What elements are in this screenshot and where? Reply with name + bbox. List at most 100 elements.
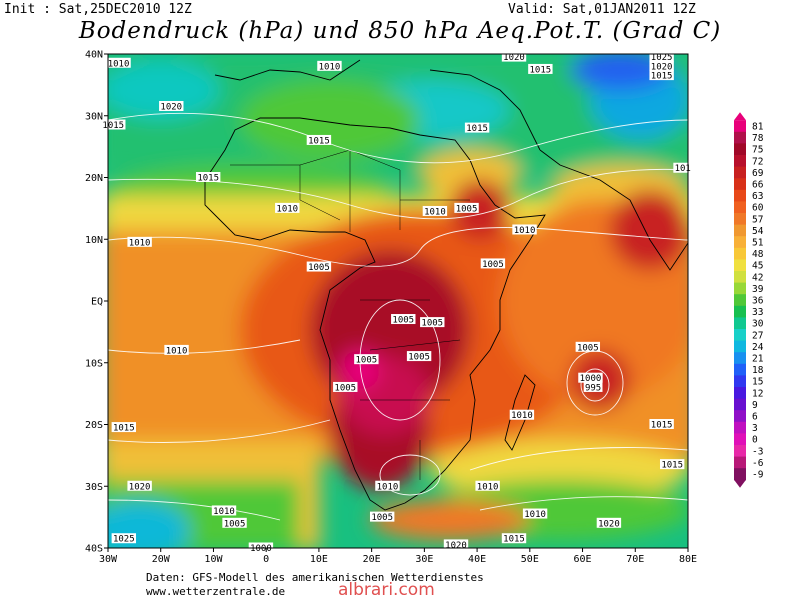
lon-label: 40E bbox=[468, 554, 486, 565]
isobar-label-text: 1005 bbox=[356, 356, 378, 366]
legend-value: 75 bbox=[752, 145, 763, 156]
isobar-label-text: 1005 bbox=[421, 319, 443, 329]
isobar-label-bg bbox=[159, 100, 184, 111]
legend-swatch bbox=[734, 468, 746, 481]
isobar-label: 1020 bbox=[127, 480, 152, 492]
lat-label: 40N bbox=[85, 50, 103, 61]
isobar-label-text: 1005 bbox=[482, 260, 504, 270]
isobar-label: 1005 bbox=[354, 354, 379, 366]
legend-value: 51 bbox=[752, 238, 764, 249]
isobar-label: 1010 bbox=[211, 505, 237, 517]
legend-swatch bbox=[734, 294, 746, 307]
legend-value: 57 bbox=[752, 214, 763, 225]
isobar-label-bg bbox=[101, 119, 126, 130]
isobar-label-text: 1000 bbox=[250, 544, 272, 554]
isobar-label-bg bbox=[211, 505, 237, 516]
isobar-label-text: 1005 bbox=[456, 204, 478, 214]
legend-swatch bbox=[734, 213, 746, 226]
legend-swatch bbox=[734, 340, 746, 353]
isobar-label-text: 1010 bbox=[477, 482, 499, 492]
isobar-label: 1005 bbox=[333, 381, 358, 393]
isobar-label-bg bbox=[391, 314, 416, 325]
isobar-label-bg bbox=[375, 480, 400, 491]
isobar-label: 1010 bbox=[509, 409, 535, 421]
isobar-label: 1000 bbox=[578, 372, 603, 384]
isobar-label-text: 1010 bbox=[213, 507, 235, 517]
isobar-label: 1010 bbox=[422, 205, 448, 217]
isobar-label-text: 101 bbox=[675, 164, 691, 174]
isobar-label-bg bbox=[649, 70, 674, 81]
lon-label: 10E bbox=[310, 554, 328, 565]
legend-swatch bbox=[734, 178, 746, 191]
legend-swatch bbox=[734, 224, 746, 237]
isobar-label-text: 1010 bbox=[166, 346, 188, 356]
isobar-label-bg bbox=[127, 480, 152, 491]
isobar-label-bg bbox=[317, 60, 342, 71]
isobar-label-text: 1010 bbox=[129, 238, 151, 248]
isobar-label-bg bbox=[649, 51, 674, 62]
isobar-label-bg bbox=[111, 533, 137, 544]
isobar-label: 1015 bbox=[101, 119, 126, 131]
website-link[interactable]: www.wetterzentrale.de bbox=[146, 585, 286, 598]
isobar-label: 1005 bbox=[406, 351, 432, 363]
isobar-label-bg bbox=[275, 202, 300, 213]
isobar-label-text: 1015 bbox=[102, 121, 124, 131]
legend-value: 12 bbox=[752, 388, 763, 399]
isobar-label-text: 1005 bbox=[334, 383, 356, 393]
isobar-label-bg bbox=[578, 372, 603, 383]
isobar-label: 1020 bbox=[649, 60, 674, 72]
legend-value: 15 bbox=[752, 377, 763, 388]
isobar-label-text: 1020 bbox=[503, 53, 525, 63]
legend-value: 36 bbox=[752, 296, 764, 307]
isobar-label-text: 1010 bbox=[511, 411, 533, 421]
legend-swatch bbox=[734, 236, 746, 249]
lat-label: 40S bbox=[85, 544, 103, 555]
isobar-label-bg bbox=[659, 459, 685, 470]
isobar-label-text: 1020 bbox=[651, 62, 673, 72]
legend-swatch bbox=[734, 201, 746, 214]
legend-value: 6 bbox=[752, 412, 758, 423]
isobar-label: 1005 bbox=[222, 517, 247, 529]
isobar-label-bg bbox=[464, 122, 490, 133]
isobar-label-text: 1020 bbox=[160, 102, 182, 112]
isobar-label-text: 1005 bbox=[577, 343, 599, 353]
map-title: Bodendruck (hPa) und 850 hPa Aeq.Pot.T. … bbox=[78, 18, 722, 44]
isobar-label-text: 1025 bbox=[113, 535, 135, 545]
legend-bottom-arrow bbox=[734, 479, 746, 488]
isobar-label: 101 bbox=[673, 162, 693, 174]
isobar-label-text: 1020 bbox=[129, 482, 151, 492]
legend-swatch bbox=[734, 329, 746, 342]
isobar-label-bg bbox=[222, 517, 247, 528]
isobar-label-bg bbox=[306, 261, 332, 272]
isobar-label: 1015 bbox=[659, 459, 685, 471]
isobar-label: 1005 bbox=[454, 202, 479, 214]
legend-swatch bbox=[734, 189, 746, 202]
isobar-label-text: 1015 bbox=[466, 124, 488, 134]
isobar-label: 1015 bbox=[464, 122, 490, 134]
isobar-label-bg bbox=[522, 508, 548, 519]
isobar-label: 1015 bbox=[649, 419, 674, 431]
isobar-label: 1010 bbox=[522, 508, 548, 520]
legend-swatch bbox=[734, 456, 746, 469]
legend-swatch bbox=[734, 317, 746, 330]
isobar-label-bg bbox=[306, 134, 332, 145]
lat-label: 10N bbox=[85, 235, 103, 246]
legend-value: 39 bbox=[752, 284, 764, 295]
isobar-label-bg bbox=[195, 172, 221, 182]
isobar-label: 1010 bbox=[164, 344, 189, 356]
legend-swatch bbox=[734, 143, 746, 156]
isobar-label-bg bbox=[528, 63, 553, 74]
legend-value: 69 bbox=[752, 168, 764, 179]
isobar-label: 1020 bbox=[443, 539, 469, 551]
isobar-label-text: 1015 bbox=[651, 72, 673, 82]
legend-swatch bbox=[734, 271, 746, 284]
isobar-label-text: 1025 bbox=[651, 53, 673, 63]
legend-value: 63 bbox=[752, 191, 763, 202]
legend-swatch bbox=[734, 247, 746, 260]
isobar-label-text: 1020 bbox=[598, 519, 620, 529]
isobar-label-bg bbox=[673, 162, 693, 173]
legend-swatch bbox=[734, 421, 746, 434]
isobar-label: 1010 bbox=[512, 224, 537, 236]
legend-swatch bbox=[734, 398, 746, 411]
legend-value: 27 bbox=[752, 330, 763, 341]
